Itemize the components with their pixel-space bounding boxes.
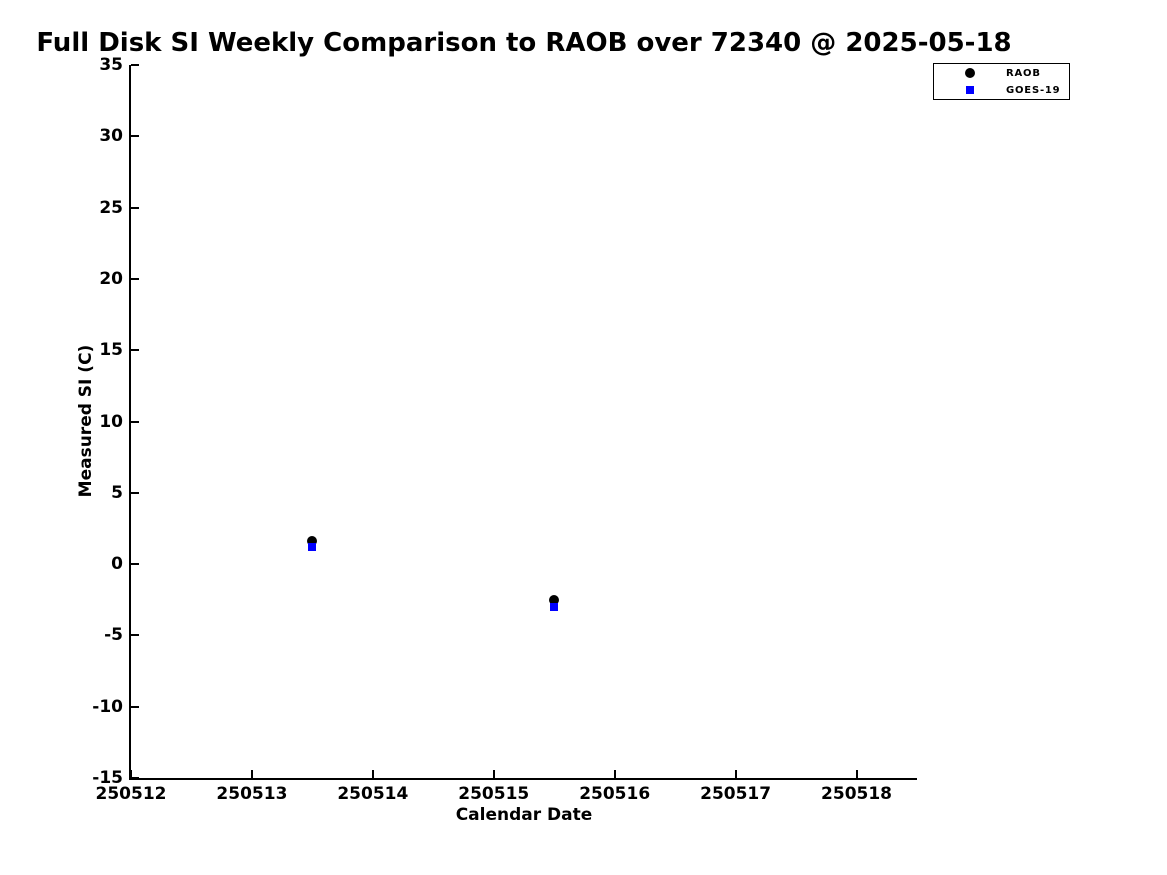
legend-label: RAOB: [1006, 67, 1041, 79]
y-tick-mark: [131, 420, 139, 423]
y-tick-label: 20: [99, 268, 123, 289]
y-tick-label: 25: [99, 197, 123, 218]
x-tick-mark: [492, 770, 495, 778]
y-tick-label: -15: [92, 768, 123, 788]
x-tick-label: 250515: [458, 784, 530, 804]
circle-marker-icon: [965, 68, 975, 78]
y-tick-mark: [131, 64, 139, 66]
legend-item-raob: RAOB: [934, 65, 1069, 81]
x-tick-mark: [371, 770, 374, 778]
x-tick-mark: [855, 770, 858, 778]
x-tick-mark: [250, 770, 253, 778]
data-point-raob: [549, 594, 560, 605]
chart-title: Full Disk SI Weekly Comparison to RAOB o…: [36, 28, 1012, 58]
y-tick-label: 5: [111, 482, 123, 503]
x-tick-label: 250512: [95, 784, 167, 804]
legend-marker-cell: [934, 86, 1006, 94]
y-tick-mark: [131, 349, 139, 352]
y-tick-label: 10: [99, 411, 123, 432]
legend: RAOB GOES-19: [933, 63, 1070, 100]
y-tick-mark: [131, 277, 139, 280]
legend-label: GOES-19: [1006, 84, 1061, 96]
x-tick-label: 250513: [216, 784, 288, 804]
y-tick-mark: [131, 206, 139, 209]
y-tick-label: 0: [111, 554, 123, 575]
y-tick-mark: [131, 135, 139, 138]
x-axis-label: Calendar Date: [455, 805, 593, 825]
legend-item-goes-19: GOES-19: [934, 82, 1069, 98]
y-tick-label: 15: [99, 340, 123, 361]
data-point-raob: [307, 536, 318, 547]
x-tick-mark: [613, 770, 616, 778]
y-tick-mark: [131, 705, 139, 708]
y-tick-mark: [131, 777, 139, 779]
x-tick-label: 250516: [579, 784, 651, 804]
x-tick-label: 250514: [337, 784, 409, 804]
x-tick-label: 250518: [821, 784, 893, 804]
y-tick-mark: [131, 634, 139, 637]
x-tick-mark: [734, 770, 737, 778]
x-tick-mark: [130, 770, 132, 778]
data-point-goes-19: [308, 542, 317, 551]
y-tick-label: 30: [99, 126, 123, 147]
plot-area: [129, 64, 917, 780]
y-tick-label: -5: [104, 625, 123, 646]
data-point-goes-19: [550, 602, 559, 611]
square-marker-icon: [966, 86, 974, 94]
y-tick-label: 35: [99, 55, 123, 75]
x-tick-label: 250517: [700, 784, 772, 804]
legend-marker-cell: [934, 68, 1006, 78]
y-tick-mark: [131, 563, 139, 566]
y-tick-mark: [131, 491, 139, 494]
y-tick-label: -10: [92, 696, 123, 717]
